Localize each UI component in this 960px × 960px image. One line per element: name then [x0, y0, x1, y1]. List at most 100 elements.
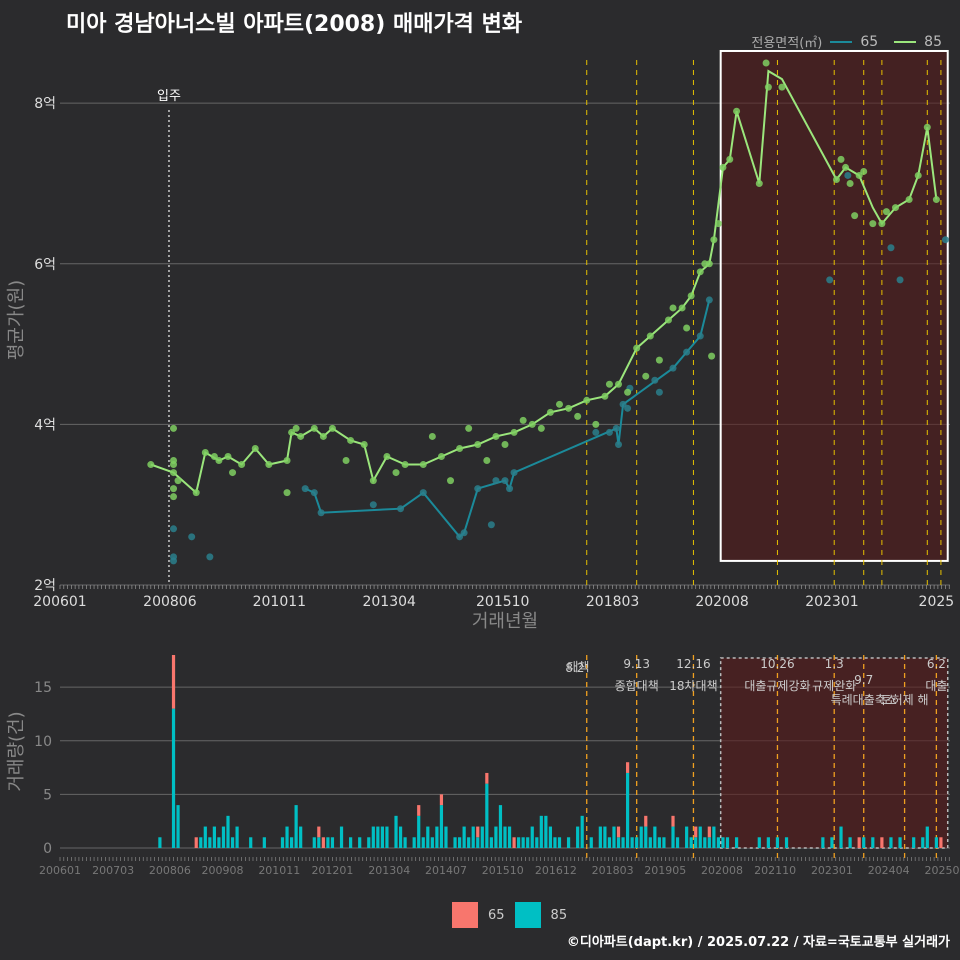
- price-legend: 전용면적(㎡) 65 85: [751, 32, 950, 52]
- bar-65: [626, 762, 630, 773]
- series-85-point: [714, 220, 722, 228]
- series-85-point: [615, 380, 623, 388]
- legend-title: 전용면적(㎡): [751, 36, 823, 51]
- legend-bar-65-swatch: [452, 902, 478, 928]
- legend-65-swatch: [830, 40, 853, 43]
- series-85-point: [210, 453, 218, 461]
- bar-85: [644, 826, 648, 848]
- bar-65: [485, 772, 489, 784]
- source-credit: ©디아파트(dapt.kr) / 2025.07.22 / 자료=국토교통부 실…: [566, 935, 950, 950]
- bar-85: [299, 826, 303, 848]
- x-tick-label: 201304: [362, 594, 416, 610]
- series-85-point: [170, 493, 178, 501]
- series-85-point: [932, 196, 940, 204]
- bar-85: [326, 837, 330, 848]
- series-65-point: [317, 509, 325, 517]
- series-65-point: [826, 276, 834, 284]
- volume-x-tick-label: 201803: [592, 864, 634, 877]
- series-85-point: [733, 107, 741, 115]
- series-85-point: [574, 412, 582, 420]
- highlight-box: [719, 49, 949, 562]
- series-65-point: [170, 553, 178, 561]
- bar-85: [603, 826, 607, 848]
- series-85-point: [708, 352, 716, 360]
- volume-y-axis-label: 거래량(건): [6, 711, 27, 791]
- bar-85: [203, 826, 207, 848]
- bar-85: [553, 837, 557, 848]
- y-axis-label: 평균가(원): [6, 280, 27, 360]
- bar-85: [685, 826, 689, 848]
- series-85-point: [546, 408, 554, 416]
- bar-85: [176, 805, 180, 848]
- series-65-point: [619, 400, 627, 408]
- series-65-point: [506, 485, 514, 493]
- series-65-point: [492, 477, 500, 485]
- bar-85: [589, 837, 593, 848]
- series-85-point: [360, 440, 368, 448]
- series-85-point: [297, 432, 305, 440]
- bar-65: [439, 794, 444, 806]
- series-65-point: [696, 332, 704, 340]
- series-85-point: [238, 461, 246, 469]
- volume-x-tick-label: 201612: [535, 864, 577, 877]
- bar-65: [476, 826, 480, 838]
- volume-x-tick-label: 201011: [258, 864, 300, 877]
- bar-85: [766, 837, 770, 848]
- x-tick-label: 2025: [919, 594, 955, 610]
- series-65-point: [206, 553, 214, 561]
- bar-85: [612, 826, 616, 848]
- policy-name-label: 토허제 해: [881, 693, 929, 707]
- series-85-point: [369, 477, 377, 485]
- bar-85: [626, 772, 630, 848]
- series-85-point: [392, 469, 400, 477]
- series-85-point: [683, 324, 691, 332]
- policy-date-label: 12.16: [676, 657, 710, 671]
- legend-bar-85-label: 85: [550, 907, 568, 923]
- volume-x-tick-label: 200703: [92, 864, 134, 877]
- x-tick-label: 201510: [476, 594, 529, 610]
- bar-85: [199, 837, 203, 848]
- policy-name-label: 대출규제강화: [744, 679, 810, 693]
- legend-bar-65-label: 65: [488, 907, 505, 923]
- policy-date-label: 9.7: [854, 673, 873, 687]
- series-65-point: [941, 236, 949, 244]
- bar-85: [694, 837, 698, 848]
- volume-legend: 65 85: [452, 902, 567, 928]
- bar-85: [285, 826, 289, 848]
- series-65-point: [669, 364, 677, 372]
- series-65-point: [170, 525, 178, 533]
- bar-85: [376, 826, 380, 848]
- bar-85: [230, 837, 235, 848]
- volume-y-tick-label: 0: [43, 841, 52, 857]
- series-85-point: [192, 489, 200, 497]
- bar-85: [235, 826, 239, 848]
- series-65-point: [474, 485, 482, 493]
- series-85-point: [869, 220, 877, 228]
- series-85-point: [519, 416, 527, 424]
- series-65-point: [612, 424, 620, 432]
- bar-85: [707, 837, 711, 848]
- series-85-point: [914, 171, 922, 179]
- bar-85: [544, 815, 548, 848]
- bar-85: [217, 837, 221, 848]
- bar-85: [712, 826, 716, 848]
- bar-85: [349, 837, 353, 848]
- policy-name-label: 특례대출축소: [831, 693, 897, 707]
- bar-85: [371, 826, 375, 848]
- legend-65-label: 65: [860, 33, 879, 50]
- bar-85: [862, 837, 866, 848]
- series-85-point: [633, 344, 641, 352]
- policy-name-label: 종합대책: [615, 678, 659, 693]
- series-85-point: [624, 388, 632, 396]
- series-85-point: [764, 83, 772, 91]
- bar-85: [675, 837, 680, 848]
- series-85-point: [646, 332, 654, 340]
- chart-title: 미아 경남아너스빌 아파트(2008) 매매가격 변화: [66, 12, 523, 37]
- bar-65: [317, 826, 321, 838]
- bar-85: [576, 826, 580, 848]
- bar-85: [467, 837, 471, 848]
- bar-65: [321, 837, 325, 848]
- series-85-point: [669, 304, 677, 312]
- x-tick-label: 200806: [143, 594, 197, 610]
- bar-85: [521, 837, 525, 848]
